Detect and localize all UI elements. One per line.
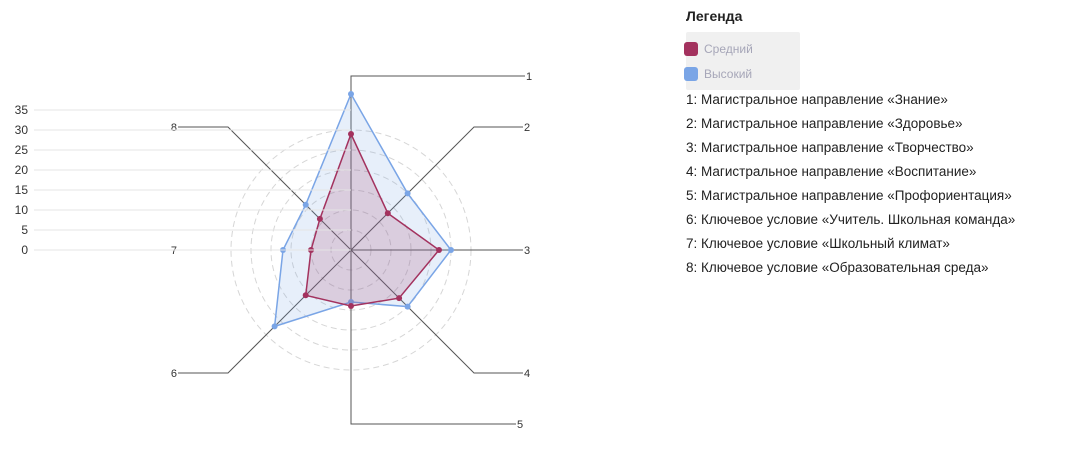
y-tick-label: 30: [15, 123, 29, 137]
radar-series: [271, 91, 454, 330]
radar-axis-label: 6: [171, 368, 177, 380]
legend-box: Средний Высокий: [684, 32, 800, 90]
series-2-point[interactable]: [271, 323, 278, 330]
series-1-point[interactable]: [436, 247, 442, 253]
y-tick-label: 5: [21, 223, 28, 237]
legend: Легенда Средний Высокий: [684, 6, 800, 90]
axis-category-list: 1: Магистральное направление «Знание» 2:…: [686, 90, 1015, 282]
legend-item-series-2[interactable]: Высокий: [684, 61, 800, 86]
radar-axis-label: 4: [524, 368, 530, 380]
radar-axis-line: [178, 249, 352, 374]
y-tick-label: 25: [15, 143, 29, 157]
series-2-point[interactable]: [448, 247, 454, 253]
y-tick-label: 0: [21, 243, 28, 257]
series-1-point[interactable]: [348, 131, 354, 137]
series-1-point[interactable]: [302, 292, 309, 299]
radar-axis-line: [178, 126, 352, 251]
y-axis-ticks: 0 5 10 15 20 25 30 35: [15, 103, 351, 257]
legend-label-series-2: Высокий: [704, 66, 753, 81]
radar-axes: 1 2 3 4 5 6 7 8: [90, 71, 532, 431]
legend-title: Легенда: [686, 8, 743, 24]
series-2-point[interactable]: [348, 91, 354, 97]
category-item-2: 2: Магистральное направление «Здоровье»: [686, 116, 963, 131]
series-1-point[interactable]: [384, 210, 391, 217]
radar-axis-label: 2: [524, 122, 530, 134]
y-tick-label: 15: [15, 183, 29, 197]
category-item-4: 4: Магистральное направление «Воспитание…: [686, 164, 977, 179]
series-1-point[interactable]: [396, 295, 403, 302]
series-2-point[interactable]: [302, 201, 309, 208]
series-1-point[interactable]: [316, 215, 323, 222]
y-tick-label: 20: [15, 163, 29, 177]
legend-swatch-series-2: [684, 66, 698, 81]
legend-item-series-1[interactable]: Средний: [684, 36, 800, 61]
category-item-6: 6: Ключевое условие «Учитель. Школьная к…: [686, 212, 1016, 227]
y-tick-label: 35: [15, 103, 29, 117]
radar-axis-label: 5: [517, 419, 523, 431]
category-item-8: 8: Ключевое условие «Образовательная сре…: [686, 260, 989, 275]
radar-axis-line: [350, 75, 525, 250]
category-item-5: 5: Магистральное направление «Профориент…: [686, 188, 1012, 203]
series-1-point[interactable]: [348, 303, 354, 309]
radar-axis-label: 1: [526, 71, 532, 83]
radar-axis-line: [350, 249, 523, 374]
category-item-7: 7: Ключевое условие «Школьный климат»: [686, 236, 950, 251]
radar-axis-line: [350, 126, 523, 251]
radar-chart: 1 2 3 4 5 6 7 8 0 5 10 15 20 25 30 35: [15, 71, 532, 431]
series-2-point[interactable]: [404, 303, 411, 310]
category-item-3: 3: Магистральное направление «Творчество…: [686, 140, 974, 155]
radar-axis-label: 3: [524, 245, 530, 257]
category-item-1: 1: Магистральное направление «Знание»: [686, 92, 948, 107]
series-2-point[interactable]: [404, 190, 411, 197]
radar-axis-label: 7: [171, 245, 177, 257]
y-tick-label: 10: [15, 203, 29, 217]
radar-axis-label: 8: [171, 122, 177, 134]
legend-label-series-1: Средний: [704, 41, 753, 56]
legend-swatch-series-1: [684, 41, 698, 56]
